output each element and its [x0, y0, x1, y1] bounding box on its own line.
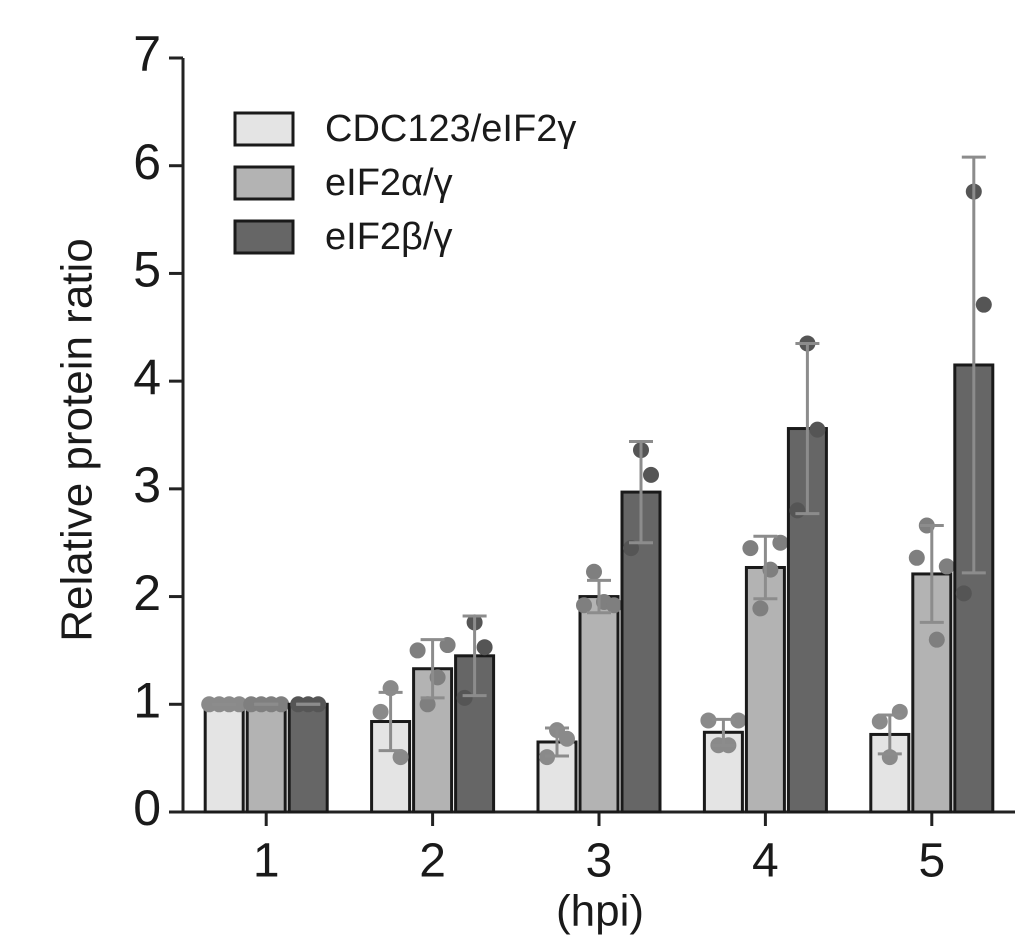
legend-swatch [233, 165, 295, 201]
bar [245, 702, 287, 814]
y-tick-label: 1 [133, 672, 161, 728]
data-point [606, 597, 622, 614]
data-point [273, 696, 290, 713]
x-axis-label: (hpi) [556, 887, 644, 936]
data-point [643, 466, 659, 483]
data-point [789, 502, 806, 519]
data-point [772, 534, 789, 551]
data-point [700, 712, 717, 729]
data-point [752, 600, 769, 617]
data-point [372, 703, 389, 720]
data-point [975, 296, 992, 313]
x-tick-label: 1 [253, 835, 280, 888]
legend-label: eIF2α/γ [325, 162, 453, 204]
data-point [742, 540, 759, 557]
data-point [955, 585, 972, 602]
y-tick-label: 5 [133, 242, 161, 298]
x-tick-label: 4 [752, 835, 779, 888]
legend-swatch [233, 111, 295, 147]
y-tick-label: 4 [133, 349, 161, 405]
data-point [409, 642, 426, 659]
data-point [891, 703, 908, 720]
y-tick-label: 3 [133, 457, 161, 513]
data-point [559, 730, 575, 747]
bar [287, 702, 329, 814]
data-point [908, 549, 925, 566]
data-point [938, 558, 955, 575]
legend-label: CDC123/eIF2γ [325, 108, 576, 150]
bar [578, 595, 620, 814]
data-point [419, 696, 436, 713]
data-point [576, 597, 592, 614]
data-point [928, 631, 945, 648]
data-point [456, 689, 473, 706]
y-tick-label: 2 [133, 565, 161, 621]
x-tick-label: 2 [419, 835, 446, 888]
legend-label: eIF2β/γ [325, 216, 452, 258]
y-tick-label: 6 [133, 134, 161, 190]
data-point [392, 749, 409, 766]
data-point [730, 712, 747, 729]
data-point [871, 713, 888, 730]
data-point [231, 696, 248, 713]
x-tick-label: 3 [586, 835, 613, 888]
x-tick-label: 5 [918, 835, 945, 888]
bar [203, 702, 245, 814]
y-axis-label: Relative protein ratio [53, 238, 102, 642]
data-point [586, 563, 602, 580]
data-point [476, 639, 493, 656]
data-point [809, 421, 826, 438]
y-tick-label: 0 [133, 780, 161, 836]
bar [911, 572, 953, 814]
legend-swatch [233, 219, 295, 255]
y-tick-label: 7 [133, 26, 161, 82]
